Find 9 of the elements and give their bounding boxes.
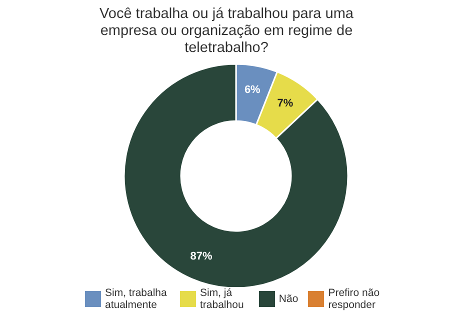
legend-label: Não (278, 293, 298, 305)
data-label: 6% (244, 84, 261, 96)
chart-title: Você trabalha ou já trabalhou para uma empresa ou organização em regime de teletrabalho? (98, 5, 354, 57)
legend-label: Sim, já trabalhou (200, 287, 245, 311)
data-label: 7% (277, 98, 294, 110)
data-label: 87% (190, 250, 212, 262)
legend-label: Prefiro não responder (328, 287, 381, 311)
donut-slice (123, 63, 349, 287)
legend-label: Sim, trabalha atualmente (105, 287, 168, 311)
